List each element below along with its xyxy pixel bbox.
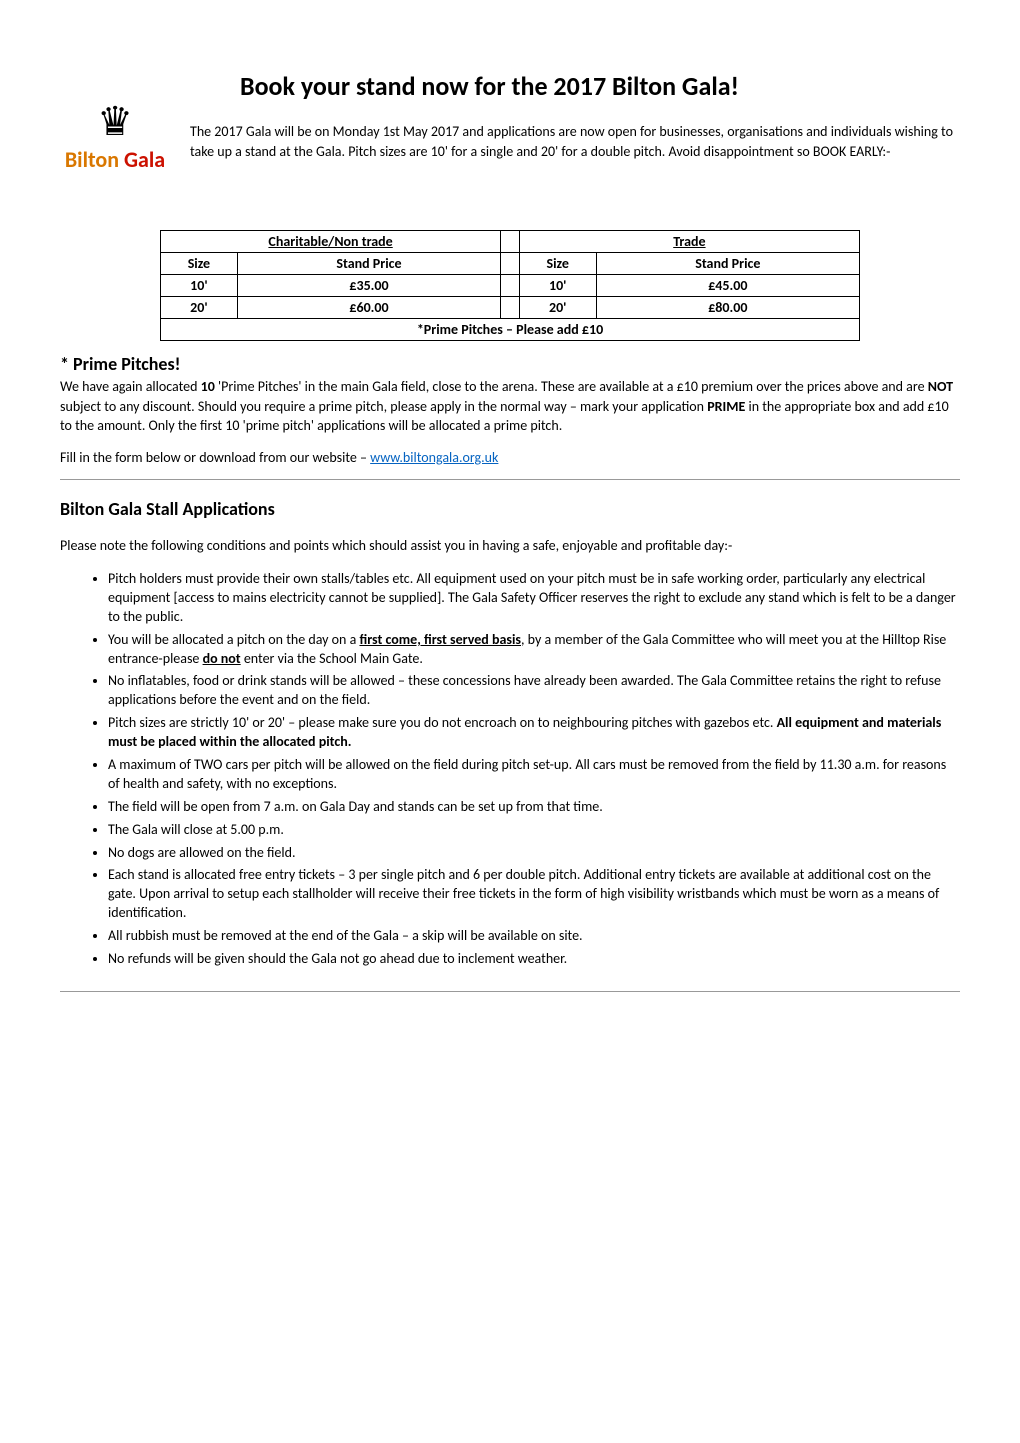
list-item: The field will be open from 7 a.m. on Ga… — [108, 798, 960, 817]
list-item: The Gala will close at 5.00 p.m. — [108, 821, 960, 840]
text: Fill in the form below or download from … — [60, 449, 370, 466]
table-cell: £45.00 — [596, 275, 859, 297]
table-spacer — [501, 297, 520, 319]
table-cell: 20' — [519, 297, 596, 319]
applications-intro: Please note the following conditions and… — [60, 536, 960, 556]
list-item: Each stand is allocated free entry ticke… — [108, 866, 960, 923]
prime-pitches-section: * Prime Pitches! We have again allocated… — [60, 353, 960, 467]
text: subject to any discount. Should you requ… — [60, 398, 707, 415]
logo-bilton: Bilton — [65, 146, 119, 173]
logo-text: Bilton Gala — [65, 146, 165, 173]
prime-paragraph: We have again allocated 10 'Prime Pitche… — [60, 377, 960, 436]
list-item: Pitch holders must provide their own sta… — [108, 570, 960, 627]
table-spacer — [501, 253, 520, 275]
divider — [60, 479, 960, 480]
divider — [60, 991, 960, 992]
text-bold-underline: do not — [203, 650, 241, 667]
table-cell: 10' — [161, 275, 238, 297]
applications-heading: Bilton Gala Stall Applications — [60, 498, 960, 520]
text: We have again allocated — [60, 378, 201, 395]
pricing-table: Charitable/Non trade Trade Size Stand Pr… — [160, 230, 860, 341]
table-cell: 10' — [519, 275, 596, 297]
list-item: All rubbish must be removed at the end o… — [108, 927, 960, 946]
list-item: No inflatables, food or drink stands wil… — [108, 672, 960, 710]
text-bold-underline: first come, first served basis — [359, 631, 521, 648]
header-row: ♛ Bilton Gala Book your stand now for th… — [60, 60, 960, 210]
crown-icon: ♛ — [97, 97, 133, 146]
logo: ♛ Bilton Gala — [60, 60, 170, 210]
pricing-footer: *Prime Pitches – Please add £10 — [161, 319, 860, 341]
table-cell: 20' — [161, 297, 238, 319]
text: Pitch sizes are strictly 10' or 20' – pl… — [108, 714, 777, 731]
table-spacer — [501, 231, 520, 253]
list-item: You will be allocated a pitch on the day… — [108, 631, 960, 669]
text: You will be allocated a pitch on the day… — [108, 631, 359, 648]
table-cell: £35.00 — [237, 275, 500, 297]
list-item: No refunds will be given should the Gala… — [108, 950, 960, 969]
pricing-group-trade: Trade — [519, 231, 859, 253]
conditions-list: Pitch holders must provide their own sta… — [60, 570, 960, 969]
col-price-1: Stand Price — [237, 253, 500, 275]
text: 'Prime Pitches' in the main Gala field, … — [215, 378, 928, 395]
prime-heading: * Prime Pitches! — [60, 353, 960, 375]
text-bold: PRIME — [707, 398, 745, 415]
col-size-1: Size — [161, 253, 238, 275]
prime-download: Fill in the form below or download from … — [60, 448, 960, 468]
list-item: A maximum of TWO cars per pitch will be … — [108, 756, 960, 794]
text-bold: 10 — [201, 378, 215, 395]
col-size-2: Size — [519, 253, 596, 275]
table-cell: £80.00 — [596, 297, 859, 319]
pricing-group-charitable: Charitable/Non trade — [161, 231, 501, 253]
page-title: Book your stand now for the 2017 Bilton … — [240, 70, 960, 102]
table-spacer — [501, 275, 520, 297]
list-item: Pitch sizes are strictly 10' or 20' – pl… — [108, 714, 960, 752]
table-cell: £60.00 — [237, 297, 500, 319]
col-price-2: Stand Price — [596, 253, 859, 275]
text: enter via the School Main Gate. — [241, 650, 423, 667]
list-item: No dogs are allowed on the field. — [108, 844, 960, 863]
text-bold: NOT — [928, 378, 953, 395]
website-link[interactable]: www.biltongala.org.uk — [370, 449, 498, 466]
logo-gala: Gala — [119, 146, 165, 173]
header-content: Book your stand now for the 2017 Bilton … — [190, 60, 960, 177]
intro-text: The 2017 Gala will be on Monday 1st May … — [190, 122, 960, 161]
